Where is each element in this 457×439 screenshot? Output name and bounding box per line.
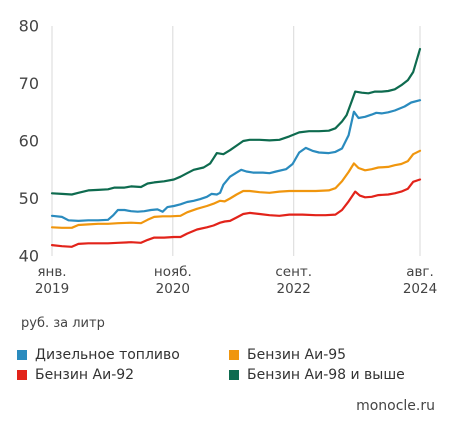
legend-item-diesel: Дизельное топливо [17, 347, 180, 363]
legend-swatch [17, 350, 27, 360]
legend-item-ai92: Бензин Аи-92 [17, 367, 134, 383]
legend-swatch [229, 370, 239, 380]
x-tick-label: 2024 [403, 281, 437, 297]
legend-swatch [17, 370, 27, 380]
source-label: monocle.ru [356, 398, 435, 414]
legend: Дизельное топливо Бензин Аи-95 Бензин Аи… [17, 347, 437, 387]
series-line-1 [50, 149, 422, 229]
x-tick-label: авг. [406, 264, 434, 280]
x-tick-label: 2022 [277, 281, 311, 297]
y-axis: 40 50 60 70 80 [19, 17, 39, 266]
x-tick-label: сент. [275, 264, 312, 280]
y-tick-label: 60 [19, 132, 39, 151]
series-line-3 [50, 47, 422, 196]
y-tick-label: 80 [19, 17, 39, 36]
x-axis: янв.2019 нояб.2020 сент.2022 авг.2024 [35, 264, 437, 297]
chart-grid [51, 26, 421, 256]
x-tick-label: нояб. [154, 264, 192, 280]
price-chart: 40 50 60 70 80 янв.2019 нояб.2020 сент.2022 авг… [19, 17, 438, 298]
series-line-0 [50, 99, 422, 222]
x-tick-label: 2019 [35, 281, 69, 297]
series-line-2 [50, 178, 422, 248]
unit-label: руб. за литр [21, 316, 105, 331]
legend-swatch [229, 350, 239, 360]
legend-label: Дизельное топливо [35, 347, 180, 363]
legend-label: Бензин Аи-98 и выше [247, 367, 405, 383]
x-tick-label: 2020 [156, 281, 190, 297]
legend-label: Бензин Аи-95 [247, 347, 347, 363]
y-tick-label: 70 [19, 74, 39, 93]
legend-item-ai98: Бензин Аи-98 и выше [229, 367, 405, 383]
y-tick-label: 40 [19, 247, 39, 266]
legend-label: Бензин Аи-92 [35, 367, 135, 383]
x-tick-label: янв. [37, 264, 66, 280]
legend-item-ai95: Бензин Аи-95 [229, 347, 346, 363]
y-tick-label: 50 [19, 189, 39, 208]
chart-lines [50, 47, 422, 248]
